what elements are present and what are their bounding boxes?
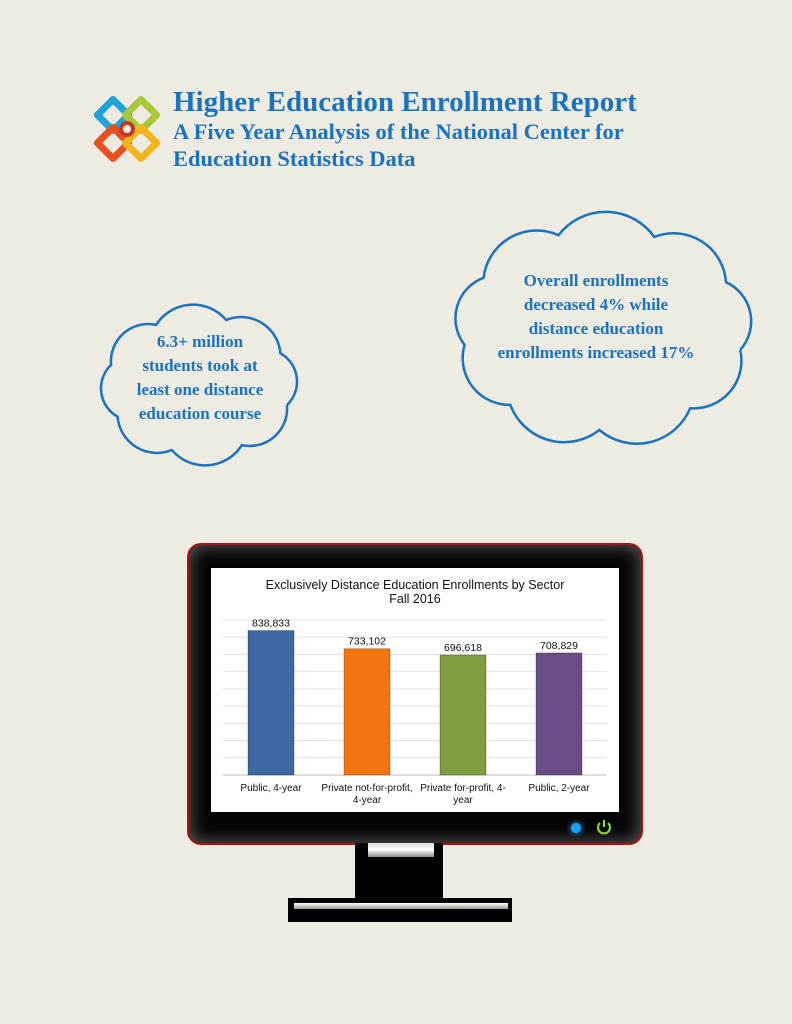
logo-icon [94, 96, 161, 163]
cloud-left-line: least one distance [136, 380, 264, 399]
data-label: 733,102 [348, 636, 386, 648]
monitor-stand-base [288, 898, 512, 922]
x-tick-label: year [453, 795, 473, 806]
chart-title: Exclusively Distance Education Enrollmen… [265, 578, 565, 592]
chart-subtitle: Fall 2016 [389, 592, 441, 606]
monitor-base-highlight [294, 903, 508, 909]
x-tick-label: Private for-profit, 4- [420, 783, 506, 794]
cloud-right-line: enrollments increased 17% [497, 343, 695, 362]
x-tick-label: Public, 2-year [528, 783, 590, 794]
page-title: Higher Education Enrollment Report [173, 86, 637, 118]
monitor-screen: Exclusively Distance Education Enrollmen… [211, 568, 619, 812]
cloud-right-shape [454, 210, 753, 445]
cloud-left-line: education course [138, 404, 262, 423]
page-subtitle-line2: Education Statistics Data [173, 146, 416, 171]
cloud-left-text: 6.3+ million students took at least one … [110, 330, 290, 426]
cloud-left-shape [99, 303, 299, 467]
bar [343, 648, 391, 776]
data-label: 696,618 [444, 642, 482, 654]
header: Higher Education Enrollment Report A Fiv… [173, 86, 637, 172]
power-icon[interactable] [595, 818, 613, 836]
cloud-left-line: students took at [142, 356, 258, 375]
cloud-left-line: 6.3+ million [156, 332, 244, 351]
bar [247, 630, 295, 776]
power-led [571, 823, 581, 833]
x-tick-label: Private not-for-profit, [321, 783, 412, 794]
x-tick-label: 4-year [353, 795, 382, 806]
data-label: 838,833 [252, 618, 290, 630]
cloud-right-line: distance education [528, 319, 664, 338]
cloud-right-line: decreased 4% while [523, 295, 669, 314]
bar [535, 652, 583, 776]
cloud-right-line: Overall enrollments [523, 271, 669, 290]
chart-title-block: Exclusively Distance Education Enrollmen… [211, 578, 619, 606]
monitor-stand-highlight [368, 843, 434, 857]
page-subtitle-line1: A Five Year Analysis of the National Cen… [173, 119, 624, 144]
bar-chart: 838,833 Public, 4-year 733,102 Private not-… [223, 618, 607, 806]
bar [439, 654, 487, 776]
cloud-right-text: Overall enrollments decreased 4% while d… [480, 269, 712, 365]
x-tick-label: Public, 4-year [240, 783, 302, 794]
data-label: 708,829 [540, 640, 578, 652]
